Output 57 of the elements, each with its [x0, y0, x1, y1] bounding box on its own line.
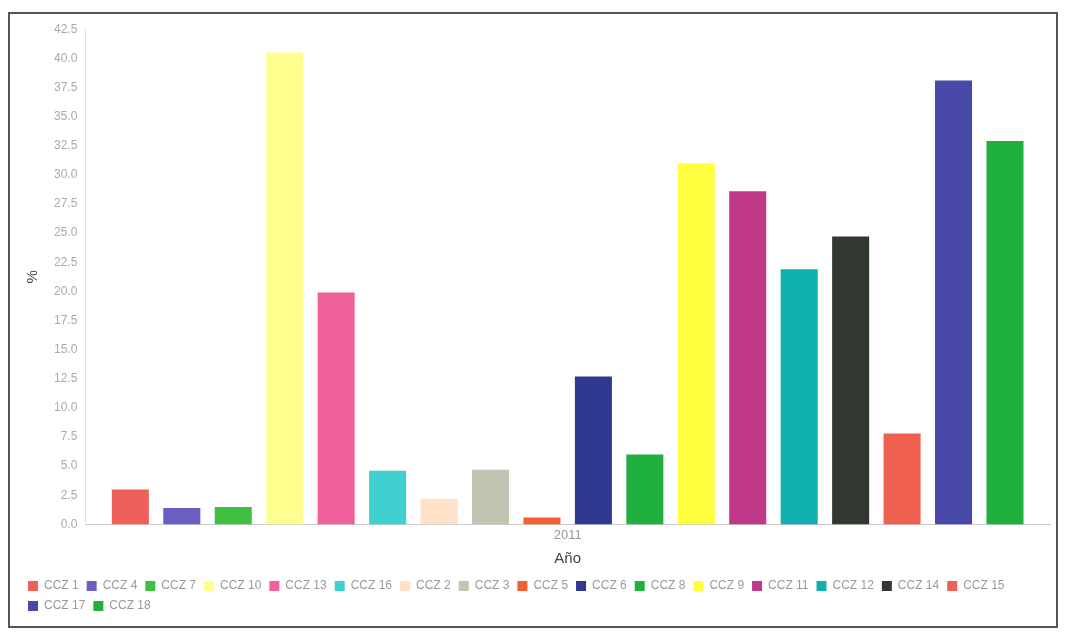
bar: [111, 489, 149, 525]
legend-label: CCZ 12: [832, 578, 875, 593]
x-tick-label: 2011: [553, 526, 582, 542]
bar: [729, 191, 767, 525]
legend-label: CCZ 5: [533, 578, 569, 593]
bar: [986, 141, 1024, 525]
y-tick-label: 5.0: [60, 458, 78, 473]
legend-label: CCZ 9: [709, 578, 745, 593]
y-tick-label: 27.5: [54, 196, 78, 211]
bar: [626, 454, 664, 525]
legend-label: CCZ 16: [350, 578, 393, 593]
bar: [163, 508, 201, 525]
y-tick-label: 42.5: [54, 21, 78, 36]
legend-label: CCZ 10: [220, 578, 262, 593]
y-tick-label: 0.0: [60, 516, 78, 531]
x-axis-title: Año: [554, 549, 582, 567]
y-tick-label: 20.0: [54, 283, 78, 298]
legend-label: CCZ 4: [102, 578, 138, 593]
legend-label: CCZ 15: [963, 578, 1005, 593]
legend-label: CCZ 3: [474, 578, 510, 593]
bar: [883, 433, 921, 525]
legend-label: CCZ 17: [44, 598, 86, 613]
y-tick-label: 7.5: [60, 429, 78, 444]
bar: [832, 236, 870, 525]
legend-label: CCZ 7: [161, 578, 197, 593]
bar: [574, 376, 612, 525]
legend-label: CCZ 1: [44, 578, 79, 593]
y-tick-label: 10.0: [54, 400, 78, 415]
y-tick-label: 25.0: [54, 225, 78, 240]
y-tick-label: 37.5: [54, 79, 78, 94]
bar: [935, 80, 973, 525]
bar: [677, 163, 715, 525]
y-tick-label: 17.5: [54, 312, 78, 327]
legend-label: CCZ 11: [768, 578, 809, 593]
y-tick-label: 40.0: [54, 50, 78, 65]
y-tick-label: 22.5: [54, 254, 78, 269]
legend-label: CCZ 6: [592, 578, 628, 593]
y-tick-label: 12.5: [54, 371, 78, 386]
bar: [369, 470, 407, 525]
y-tick-label: 30.0: [54, 167, 78, 182]
bar: [471, 469, 510, 525]
y-tick-label: 15.0: [54, 341, 78, 356]
legend-label: CCZ 14: [897, 578, 940, 593]
bar: [523, 517, 561, 525]
y-tick-label: 35.0: [54, 108, 78, 123]
legend-label: CCZ 2: [416, 578, 452, 593]
bar: [266, 52, 304, 525]
y-axis-title: %: [23, 270, 41, 284]
bar: [214, 506, 252, 525]
bar: [420, 498, 458, 525]
legend-label: CCZ 18: [109, 598, 152, 613]
y-tick-label: 32.5: [54, 138, 78, 153]
bar: [780, 269, 818, 525]
legend-label: CCZ 13: [285, 578, 328, 593]
legend-label: CCZ 8: [650, 578, 686, 593]
bar: [317, 292, 355, 525]
y-tick-label: 2.5: [60, 487, 78, 502]
